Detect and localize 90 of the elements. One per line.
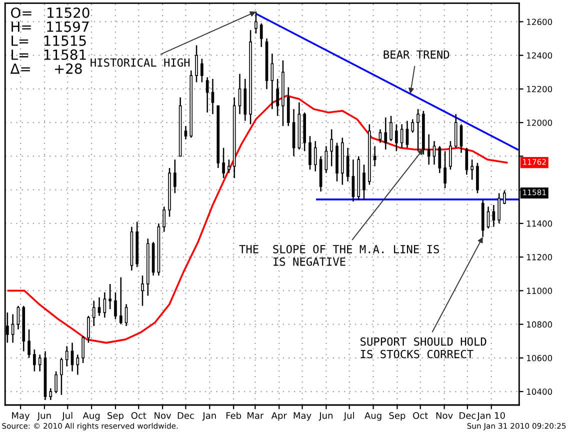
x-tick-label: Nov bbox=[154, 412, 172, 419]
x-tick-label: Feb bbox=[226, 412, 242, 419]
candlestick bbox=[222, 147, 225, 179]
y-tick-label: 12000 bbox=[527, 120, 552, 126]
candlestick bbox=[49, 388, 52, 401]
x-tick-label: May bbox=[294, 412, 312, 421]
x-tick-label: Dec bbox=[460, 412, 476, 419]
x-tick-label: Jul bbox=[62, 412, 72, 421]
x-tick-label: May bbox=[12, 412, 30, 421]
y-tick-label: 10400 bbox=[527, 388, 552, 395]
candlestick bbox=[254, 11, 258, 34]
line-series bbox=[7, 94, 508, 344]
x-tick-label: Dec bbox=[178, 412, 194, 419]
candlestick bbox=[200, 58, 204, 83]
candlestick bbox=[503, 190, 506, 205]
candlestick bbox=[206, 76, 209, 114]
candlestick bbox=[65, 346, 68, 367]
candlestick bbox=[76, 354, 80, 376]
x-tick-label: Aug bbox=[364, 412, 382, 421]
annotation: HISTORICAL HIGH bbox=[90, 58, 190, 67]
x-tick-label: Oct bbox=[413, 412, 428, 419]
candlestick bbox=[411, 118, 414, 134]
candlestick bbox=[470, 158, 474, 180]
x-tick-label: Jul bbox=[343, 412, 354, 421]
x-tick-label: Apr bbox=[271, 412, 287, 421]
candlestick bbox=[390, 115, 392, 142]
x-tick-label: Sep bbox=[108, 412, 124, 421]
y-tick-label: 11400 bbox=[527, 220, 552, 227]
candlestick bbox=[82, 335, 84, 364]
candlestick bbox=[119, 276, 122, 325]
candlestick bbox=[444, 150, 446, 189]
candlestick bbox=[465, 147, 468, 176]
y-tick-label: 12600 bbox=[527, 18, 552, 26]
annotation: THE SLOPE OF THE M.A. LINE IS IS NEGATIVE bbox=[239, 244, 439, 266]
candlestick bbox=[228, 158, 230, 174]
y-tick-label: 10600 bbox=[527, 354, 552, 362]
candlestick bbox=[38, 354, 42, 372]
x-tick-label: Jun bbox=[36, 412, 51, 421]
candlestick bbox=[378, 128, 382, 144]
x-tick-label: Jun bbox=[318, 412, 332, 421]
annotation: SUPPORT SHOULD HOLD IS STOCKS CORRECT bbox=[360, 337, 486, 358]
candlestick bbox=[395, 124, 398, 152]
candlestick bbox=[314, 140, 317, 172]
x-tick-label: Oct bbox=[131, 412, 146, 419]
candlestick bbox=[11, 314, 14, 344]
x-tick-label: Mar bbox=[248, 412, 264, 419]
candlestick bbox=[270, 53, 274, 110]
x-tick-label: Jan bbox=[202, 412, 216, 421]
y-tick-label: 12400 bbox=[527, 52, 552, 59]
y-tick-label: 11200 bbox=[527, 254, 552, 260]
candlestick bbox=[33, 348, 36, 372]
candlestick bbox=[449, 140, 452, 170]
candlestick bbox=[173, 158, 176, 194]
candlestick bbox=[362, 164, 366, 201]
candlestick bbox=[54, 370, 58, 394]
x-tick-label: Aug bbox=[82, 412, 100, 421]
candlestick bbox=[432, 140, 436, 166]
candlestick bbox=[141, 274, 144, 306]
y-tick-label: 11000 bbox=[527, 288, 552, 294]
annotation: O= 11520 H= 11597 L= 11515 L= 11581 Δ= +28 bbox=[10, 8, 90, 74]
candlestick bbox=[384, 116, 388, 150]
candlestick bbox=[438, 146, 442, 174]
candlestick bbox=[260, 22, 263, 48]
candlestick bbox=[276, 78, 279, 116]
candlestick bbox=[60, 357, 63, 396]
candlestick bbox=[195, 44, 198, 83]
candlestick bbox=[416, 108, 420, 152]
x-tick-label: Sep bbox=[389, 412, 406, 421]
candlestick bbox=[184, 125, 188, 140]
candlestick bbox=[330, 128, 334, 167]
x-tick-label: Nov bbox=[436, 412, 453, 419]
candlestick bbox=[498, 192, 501, 224]
candlestick bbox=[108, 283, 112, 310]
candlestick bbox=[28, 328, 30, 359]
candlestick bbox=[400, 124, 404, 148]
candlestick bbox=[211, 78, 214, 115]
candlestick bbox=[103, 292, 106, 318]
candlestick bbox=[114, 292, 117, 320]
candlestick bbox=[427, 134, 430, 166]
candlestick bbox=[87, 315, 90, 344]
candlestick bbox=[454, 114, 458, 148]
candlestick bbox=[476, 162, 479, 194]
candlestick bbox=[162, 206, 166, 232]
candlestick bbox=[308, 135, 312, 170]
candlestick bbox=[92, 300, 96, 327]
candlestick bbox=[98, 296, 101, 317]
x-tick-label: Jan 10 bbox=[476, 412, 505, 421]
y-tick-label: 12200 bbox=[527, 86, 552, 92]
annotation: BEAR TREND bbox=[384, 50, 450, 59]
y-tick-label: 10800 bbox=[527, 321, 552, 328]
